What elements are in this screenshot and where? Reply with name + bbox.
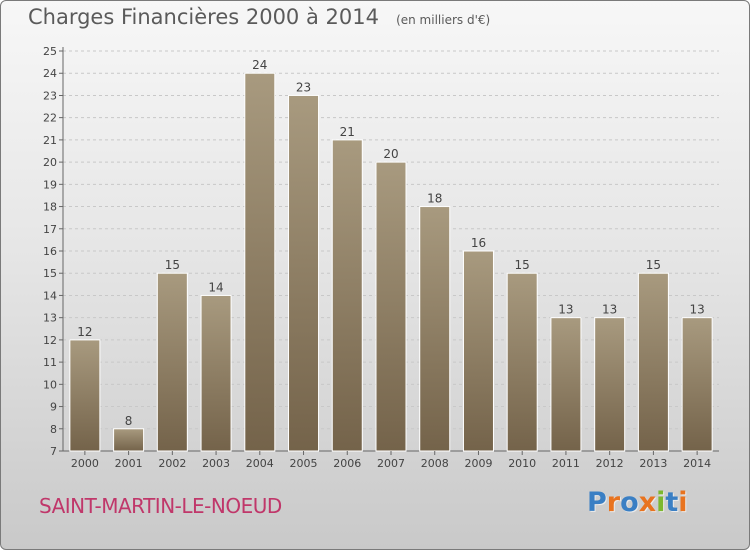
x-tick-label-2005: 2005: [290, 457, 318, 470]
data-label-2000: 12: [77, 325, 92, 339]
x-tick-label-2011: 2011: [552, 457, 580, 470]
logo-letter: P: [587, 487, 607, 518]
data-label-2008: 18: [427, 192, 442, 206]
logo-letter: r: [606, 487, 621, 518]
x-tick-label-2013: 2013: [639, 457, 667, 470]
y-tick-label: 16: [43, 245, 57, 258]
y-tick-label: 24: [43, 67, 57, 80]
y-tick-label: 9: [50, 401, 57, 414]
y-tick-label: 10: [43, 378, 57, 391]
bar-2013: [637, 272, 669, 452]
data-label-2003: 14: [208, 280, 223, 294]
bar-2006: [331, 139, 363, 452]
logo-letter: t: [665, 487, 679, 518]
logo-letter: i: [656, 487, 666, 518]
bar-2001: [113, 428, 145, 452]
x-tick-label-2001: 2001: [115, 457, 143, 470]
data-label-2009: 16: [471, 236, 486, 250]
bar-2002: [156, 272, 188, 452]
y-tick-label: 23: [43, 89, 57, 102]
chart-subtitle: (en milliers d'€): [396, 13, 491, 27]
bar-2008: [419, 206, 451, 452]
x-tick-label-2009: 2009: [464, 457, 492, 470]
x-tick-label-2006: 2006: [333, 457, 361, 470]
y-tick-label: 18: [43, 201, 57, 214]
y-tick-label: 8: [50, 423, 57, 436]
x-tick-label-2004: 2004: [246, 457, 274, 470]
y-tick-label: 14: [43, 289, 57, 302]
bar-2011: [550, 317, 582, 452]
y-tick-label: 13: [43, 312, 57, 325]
commune-name: SAINT-MARTIN-LE-NOEUD: [39, 494, 282, 518]
data-label-2004: 24: [252, 58, 267, 72]
y-tick-label: 22: [43, 112, 57, 125]
data-label-2006: 21: [340, 125, 355, 139]
x-tick-label-2010: 2010: [508, 457, 536, 470]
bar-2000: [69, 339, 101, 452]
x-tick-label-2002: 2002: [158, 457, 186, 470]
title-row: Charges Financières 2000 à 2014 (en mill…: [28, 5, 490, 29]
proxiti-logo: Proxiti: [587, 487, 688, 518]
data-label-2010: 15: [515, 258, 530, 272]
x-tick-label-2014: 2014: [683, 457, 711, 470]
y-tick-label: 11: [43, 356, 57, 369]
x-tick-label-2007: 2007: [377, 457, 405, 470]
bar-2005: [288, 94, 320, 452]
data-label-2013: 15: [646, 258, 661, 272]
bar-2010: [506, 272, 538, 452]
bar-2003: [200, 294, 232, 452]
y-tick-label: 15: [43, 267, 57, 280]
x-tick-label-2008: 2008: [421, 457, 449, 470]
y-tick-label: 25: [43, 45, 57, 58]
data-label-2007: 20: [383, 147, 398, 161]
y-tick-label: 20: [43, 156, 57, 169]
data-label-2001: 8: [125, 414, 133, 428]
x-tick-label-2012: 2012: [596, 457, 624, 470]
data-label-2014: 13: [689, 303, 704, 317]
bar-2007: [375, 161, 407, 452]
chart-title: Charges Financières 2000 à 2014: [28, 5, 379, 29]
bar-2012: [594, 317, 626, 452]
data-label-2005: 23: [296, 80, 311, 94]
bar-2014: [681, 317, 713, 452]
data-label-2002: 15: [165, 258, 180, 272]
data-label-2011: 13: [558, 303, 573, 317]
x-tick-label-2000: 2000: [71, 457, 99, 470]
y-tick-label: 19: [43, 178, 57, 191]
x-tick-label-2003: 2003: [202, 457, 230, 470]
bar-2009: [462, 250, 494, 452]
y-tick-label: 7: [50, 445, 57, 458]
data-label-2012: 13: [602, 303, 617, 317]
y-tick-label: 21: [43, 134, 57, 147]
logo-letter: o: [620, 487, 639, 518]
y-tick-label: 17: [43, 223, 57, 236]
logo-letter: x: [638, 487, 657, 518]
y-tick-label: 12: [43, 334, 57, 347]
logo-letter: i: [678, 487, 688, 518]
bar-2004: [244, 72, 276, 452]
